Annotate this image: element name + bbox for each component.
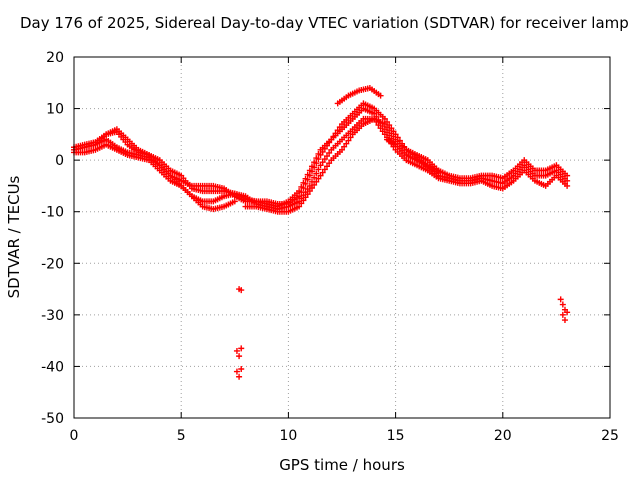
data-point	[313, 170, 320, 177]
data-point	[371, 110, 378, 117]
data-point	[326, 139, 333, 146]
x-tick-label: 10	[279, 428, 297, 444]
plot-frame	[73, 56, 611, 419]
chart-title: Day 176 of 2025, Sidereal Day-to-day VTE…	[20, 14, 629, 32]
data-point-outlier	[236, 353, 243, 360]
data-point	[334, 127, 341, 134]
y-tick-label: -40	[41, 359, 64, 375]
data-point-outlier	[233, 347, 240, 354]
data-point	[388, 130, 395, 137]
data-point	[317, 162, 324, 169]
data-point	[304, 191, 311, 198]
x-tick-label: 25	[601, 428, 619, 444]
x-tick-label: 15	[387, 428, 405, 444]
data-point	[313, 160, 320, 167]
data-point	[323, 163, 330, 170]
data-point	[381, 121, 388, 128]
data-point	[330, 133, 337, 140]
data-point	[296, 193, 303, 200]
data-point	[347, 134, 354, 141]
data-point-outlier	[557, 296, 564, 303]
y-tick-label: 0	[55, 153, 64, 169]
y-axis-label: SDTVAR / TECUs	[5, 175, 23, 299]
data-point-outlier	[238, 345, 245, 352]
x-axis-label: GPS time / hours	[279, 456, 405, 474]
data-point	[343, 140, 350, 147]
data-point	[326, 160, 333, 167]
data-point	[315, 166, 322, 173]
data-point	[332, 130, 339, 137]
data-points	[71, 84, 571, 380]
x-tick-label: 0	[70, 428, 79, 444]
data-point	[306, 172, 313, 179]
x-tick-label: 20	[494, 428, 512, 444]
data-point	[302, 180, 309, 187]
data-point	[315, 175, 322, 182]
grid	[74, 57, 610, 418]
y-tick-label: 10	[46, 102, 64, 118]
data-point	[341, 143, 348, 150]
data-point	[321, 145, 328, 152]
data-point	[231, 198, 238, 205]
data-point	[298, 200, 305, 207]
data-point	[564, 172, 571, 179]
data-point	[390, 133, 397, 140]
data-point	[564, 177, 571, 184]
y-tick-label: -10	[41, 205, 64, 221]
data-point	[306, 188, 313, 195]
data-point	[323, 142, 330, 149]
y-tick-label: -50	[41, 411, 64, 427]
data-point-outlier	[233, 368, 240, 375]
data-point	[379, 128, 386, 135]
data-point	[317, 172, 324, 179]
data-point	[308, 184, 315, 191]
data-point	[311, 181, 318, 188]
data-point	[319, 148, 326, 155]
data-point-outlier	[564, 309, 571, 316]
data-point	[321, 156, 328, 163]
data-point	[345, 137, 352, 144]
data-point	[319, 159, 326, 166]
data-point-outlier	[238, 366, 245, 373]
data-point	[323, 153, 330, 160]
data-point	[377, 125, 384, 132]
data-point	[435, 170, 442, 177]
x-tick-label: 5	[177, 428, 186, 444]
data-point	[298, 189, 305, 196]
data-point	[386, 127, 393, 134]
data-point	[304, 176, 311, 183]
y-tick-label: 20	[46, 50, 64, 66]
data-point	[317, 151, 324, 158]
data-point	[300, 184, 307, 191]
data-point	[326, 149, 333, 156]
data-point-outlier	[236, 373, 243, 380]
data-point-outlier	[561, 317, 568, 324]
y-tick-label: -30	[41, 308, 64, 324]
axis-ticks: 0 5 10 15 20 25 -50 -40 -30 -20 -10 0 10 20	[41, 50, 619, 444]
data-point	[315, 156, 322, 163]
data-point-outlier	[238, 287, 245, 294]
data-point	[302, 194, 309, 201]
data-point-outlier	[559, 311, 566, 318]
data-point	[339, 146, 345, 153]
data-point	[564, 182, 571, 189]
data-point	[319, 169, 326, 176]
data-point	[296, 203, 303, 210]
y-tick-label: -20	[41, 256, 64, 272]
data-point	[381, 131, 388, 138]
data-point-outlier	[559, 301, 566, 308]
data-point	[328, 136, 335, 143]
data-point	[311, 174, 318, 181]
data-point	[308, 168, 315, 175]
data-point	[313, 178, 320, 185]
data-point	[336, 124, 343, 131]
data-point	[384, 124, 391, 131]
data-point	[381, 115, 388, 122]
data-point	[377, 92, 384, 99]
data-point	[321, 166, 328, 173]
data-point	[311, 164, 318, 171]
data-point	[300, 197, 307, 204]
